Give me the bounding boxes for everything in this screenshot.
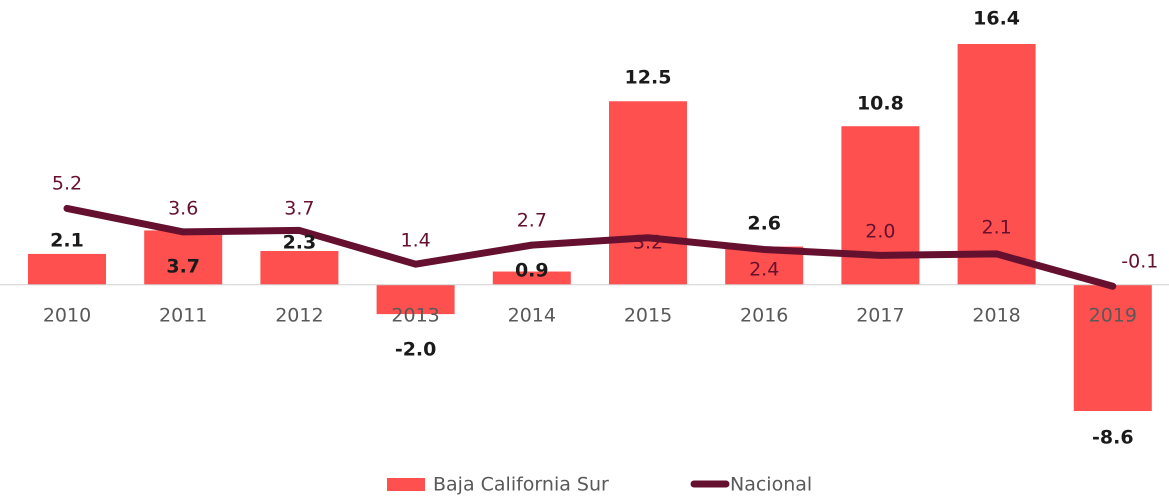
x-tick-label: 2016 [740, 305, 788, 327]
bar [1073, 284, 1152, 411]
x-tick-label: 2012 [275, 305, 323, 327]
bar-value-label: 0.9 [515, 260, 549, 282]
x-tick-label: 2013 [391, 305, 439, 327]
line-value-label: 1.4 [400, 230, 430, 252]
bar [376, 284, 455, 315]
line-value-label: -0.1 [1121, 251, 1158, 273]
legend-swatch [387, 478, 425, 491]
bar-value-label: 2.6 [747, 213, 781, 235]
x-tick-label: 2018 [972, 305, 1020, 327]
line-value-label: 3.6 [168, 198, 198, 220]
line-value-label: 2.7 [517, 210, 547, 232]
bar [28, 253, 106, 285]
x-tick-label: 2011 [159, 305, 207, 327]
x-tick-label: 2017 [856, 305, 904, 327]
line-value-label: 2.0 [865, 221, 895, 243]
bar-value-label: 2.3 [283, 232, 317, 254]
bar [260, 250, 339, 285]
line-value-label: 2.4 [749, 259, 779, 281]
bar-value-label: -2.0 [395, 339, 437, 361]
bar [144, 230, 223, 285]
x-tick-label: 2010 [43, 305, 91, 327]
bar-value-label: 12.5 [625, 67, 672, 89]
bar-value-label: 3.7 [166, 256, 200, 278]
line-value-label: 3.7 [284, 198, 314, 220]
bar-value-label: -8.6 [1092, 427, 1134, 449]
bar-value-label: 16.4 [973, 8, 1020, 30]
line-value-label: 3.2 [633, 232, 663, 254]
bar [841, 126, 920, 285]
x-tick-label: 2015 [624, 305, 672, 327]
legend-label: Nacional [730, 474, 812, 496]
line [63, 204, 1117, 290]
line-value-label: 2.1 [981, 217, 1011, 239]
bar [609, 101, 687, 285]
x-tick-label: 2019 [1089, 305, 1137, 327]
bar [957, 44, 1036, 285]
x-tick-label: 2014 [508, 305, 556, 327]
legend-label: Baja California Sur [433, 474, 609, 496]
bar-value-label: 2.1 [50, 230, 84, 252]
line-value-label: 5.2 [52, 173, 82, 195]
bar [492, 271, 571, 285]
bar-value-label: 10.8 [857, 93, 904, 115]
